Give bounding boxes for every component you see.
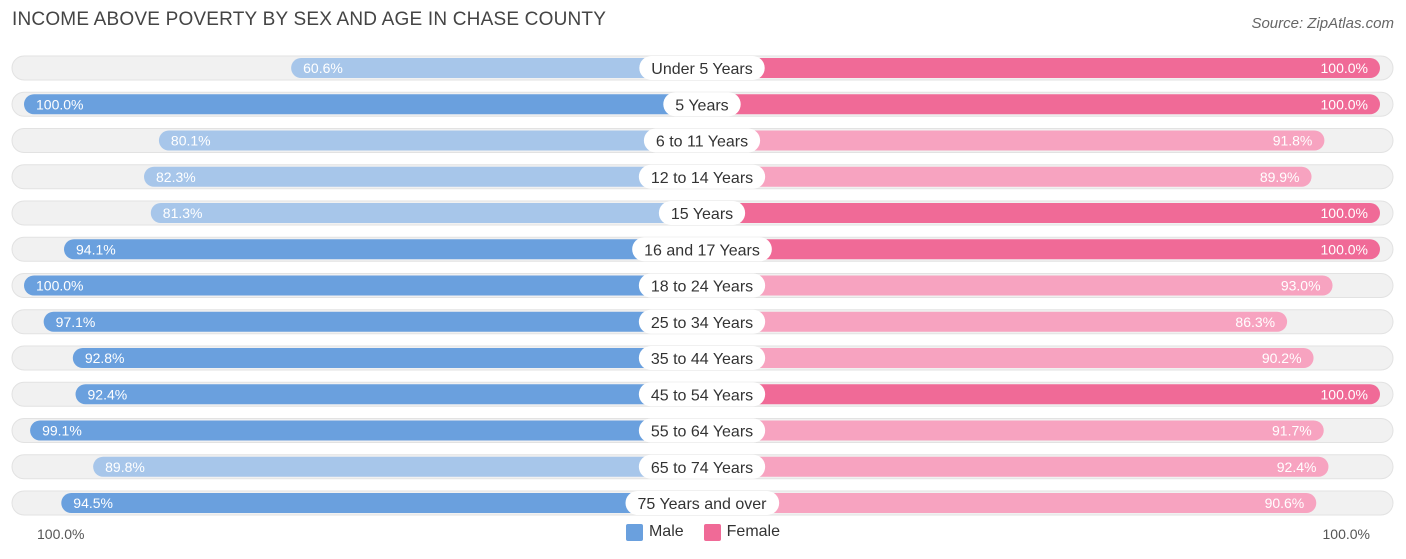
male-bar bbox=[30, 420, 703, 441]
female-value-label: 100.0% bbox=[1321, 241, 1368, 257]
male-bar bbox=[93, 456, 702, 477]
female-bar bbox=[702, 275, 1333, 296]
legend: Male Female bbox=[0, 523, 1406, 541]
category-label-background bbox=[658, 201, 746, 225]
male-value-label: 81.3% bbox=[163, 205, 203, 221]
female-value-label: 86.3% bbox=[1235, 314, 1275, 330]
male-bar bbox=[64, 239, 702, 260]
male-value-label: 82.3% bbox=[156, 169, 196, 185]
female-value-label: 100.0% bbox=[1321, 96, 1368, 112]
category-label-background bbox=[638, 382, 766, 407]
female-bar bbox=[702, 493, 1317, 513]
category-label-background bbox=[663, 92, 741, 117]
female-value-label: 93.0% bbox=[1281, 278, 1321, 294]
category-label: 6 to 11 Years bbox=[656, 134, 748, 151]
female-bar bbox=[702, 58, 1380, 78]
female-bar bbox=[702, 94, 1380, 115]
female-value-label: 100.0% bbox=[1321, 205, 1368, 221]
category-label-background bbox=[638, 418, 766, 443]
category-label: 65 to 74 Years bbox=[651, 460, 753, 477]
male-value-label: 94.1% bbox=[76, 241, 116, 257]
male-bar bbox=[72, 348, 703, 368]
female-bar bbox=[702, 130, 1325, 151]
female-bar bbox=[702, 203, 1380, 223]
male-value-label: 97.1% bbox=[56, 314, 96, 330]
category-label: 15 Years bbox=[671, 206, 733, 223]
male-value-label: 94.5% bbox=[73, 495, 113, 511]
chart-area: 60.6% 100.0% Under 5 Years 100.0% 100.0% 5 Ye… bbox=[11, 55, 1394, 516]
legend-swatch-male bbox=[625, 523, 643, 541]
female-value-label: 100.0% bbox=[1321, 60, 1368, 76]
male-value-label: 60.6% bbox=[303, 60, 343, 76]
category-label: 35 to 44 Years bbox=[651, 351, 753, 368]
male-bar bbox=[150, 203, 702, 223]
female-bar bbox=[702, 420, 1324, 441]
female-value-label: 90.2% bbox=[1262, 350, 1302, 366]
male-bar bbox=[75, 384, 702, 405]
category-label: 55 to 64 Years bbox=[651, 424, 753, 441]
category-label: 75 Years and over bbox=[638, 496, 768, 513]
legend-item-female: Female bbox=[703, 523, 781, 541]
male-bar bbox=[43, 311, 703, 332]
category-label: Under 5 Years bbox=[651, 61, 752, 78]
category-label: 5 Years bbox=[675, 97, 728, 114]
category-label-background bbox=[625, 491, 780, 515]
category-label-background bbox=[638, 309, 766, 334]
male-value-label: 89.8% bbox=[105, 459, 145, 475]
category-label: 25 to 34 Years bbox=[651, 315, 753, 332]
female-bar bbox=[702, 166, 1312, 187]
category-label-background bbox=[638, 346, 766, 370]
category-label-background bbox=[638, 454, 766, 479]
female-bar bbox=[702, 311, 1288, 332]
category-label-background bbox=[632, 237, 772, 262]
chart-title: INCOME ABOVE POVERTY BY SEX AND AGE IN C… bbox=[12, 9, 607, 30]
female-value-label: 91.8% bbox=[1273, 133, 1313, 149]
category-label: 45 to 54 Years bbox=[651, 387, 753, 404]
category-label-background bbox=[643, 128, 761, 153]
male-value-label: 100.0% bbox=[36, 96, 83, 112]
male-value-label: 92.4% bbox=[88, 386, 128, 402]
female-value-label: 92.4% bbox=[1277, 459, 1317, 475]
female-value-label: 89.9% bbox=[1260, 169, 1300, 185]
legend-swatch-female bbox=[703, 523, 721, 541]
female-bar bbox=[702, 239, 1380, 260]
female-bar bbox=[702, 348, 1314, 368]
category-label: 12 to 14 Years bbox=[651, 170, 753, 187]
male-bar bbox=[24, 275, 702, 296]
category-label: 18 to 24 Years bbox=[651, 279, 753, 296]
category-label: 16 and 17 Years bbox=[644, 242, 760, 259]
legend-item-male: Male bbox=[625, 523, 684, 541]
male-value-label: 92.8% bbox=[85, 350, 125, 366]
female-value-label: 100.0% bbox=[1321, 386, 1368, 402]
female-value-label: 91.7% bbox=[1272, 423, 1312, 439]
female-value-label: 90.6% bbox=[1265, 495, 1305, 511]
male-bar bbox=[291, 58, 702, 78]
category-label-background bbox=[638, 273, 766, 298]
male-bar bbox=[24, 94, 702, 115]
male-bar bbox=[61, 493, 703, 513]
male-value-label: 100.0% bbox=[36, 278, 83, 294]
category-label-background bbox=[639, 56, 765, 80]
legend-label-female: Female bbox=[726, 523, 781, 540]
male-bar bbox=[144, 166, 703, 187]
source-credit: Source: ZipAtlas.com bbox=[1251, 15, 1394, 32]
female-bar bbox=[702, 456, 1329, 477]
legend-label-male: Male bbox=[648, 523, 684, 540]
axis-right-label: 100.0% bbox=[1322, 526, 1370, 542]
male-value-label: 99.1% bbox=[42, 423, 82, 439]
category-label-background bbox=[638, 164, 766, 189]
male-bar bbox=[158, 130, 702, 151]
female-bar bbox=[702, 384, 1380, 405]
male-value-label: 80.1% bbox=[171, 133, 211, 149]
axis-left-label: 100.0% bbox=[37, 526, 85, 542]
